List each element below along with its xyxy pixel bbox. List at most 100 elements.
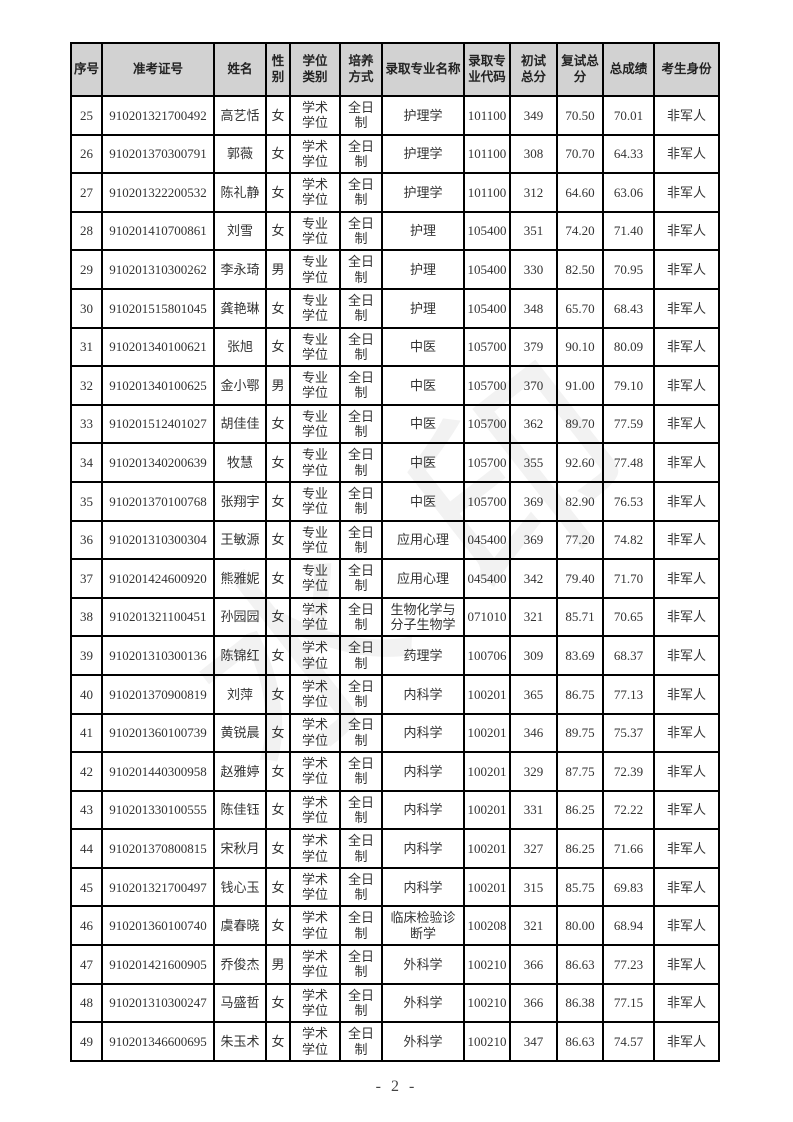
cell-gender: 女 xyxy=(265,982,291,1024)
table-row: 41 910201360100739 黄锐晨女学术 学位 全日 制内科学 100201 3… xyxy=(70,712,720,754)
cell-major_name: 中医 xyxy=(381,442,465,483)
cell-ticket_no: 910201360100739 xyxy=(101,712,215,754)
cell-initial_score: 355 xyxy=(509,442,558,483)
cell-gender: 女 xyxy=(265,95,291,136)
cell-major_name: 外科学 xyxy=(381,982,465,1024)
cell-retest_score: 70.50 xyxy=(556,95,604,136)
cell-name: 刘萍 xyxy=(213,673,267,715)
cell-total_score: 77.15 xyxy=(602,982,655,1024)
cell-initial_score: 349 xyxy=(509,95,558,136)
column-header-identity: 考生身份 xyxy=(653,42,720,97)
cell-initial_score: 329 xyxy=(509,751,558,792)
column-header-major-code: 录取专 业代码 xyxy=(463,42,511,97)
table-row: 32 910201340100625 金小鄂男专业 学位 全日 制中医 105700 37… xyxy=(70,365,720,406)
cell-total_score: 74.82 xyxy=(602,519,655,561)
cell-gender: 女 xyxy=(265,519,291,561)
cell-name: 王敏源 xyxy=(213,519,267,561)
cell-identity: 非军人 xyxy=(653,210,720,252)
cell-initial_score: 331 xyxy=(509,789,558,831)
cell-ticket_no: 910201330100555 xyxy=(101,789,215,831)
cell-major_name: 中医 xyxy=(381,480,465,522)
table-row: 31 910201340100621 张旭女专业 学位 全日 制中医 105700 379… xyxy=(70,326,720,368)
cell-gender: 男 xyxy=(265,944,291,985)
cell-retest_score: 80.00 xyxy=(556,905,604,947)
cell-major_name: 内科学 xyxy=(381,751,465,792)
table-row: 29 910201310300262 李永琦男专业 学位 全日 制护理 105400 33… xyxy=(70,249,720,290)
cell-index: 42 xyxy=(70,751,103,792)
cell-study_mode: 全日 制 xyxy=(339,172,383,213)
cell-major_name: 中医 xyxy=(381,326,465,368)
cell-identity: 非军人 xyxy=(653,673,720,715)
cell-gender: 女 xyxy=(265,480,291,522)
cell-identity: 非军人 xyxy=(653,789,720,831)
cell-ticket_no: 910201321100451 xyxy=(101,596,215,638)
cell-ticket_no: 910201310300136 xyxy=(101,635,215,676)
cell-major_code: 105400 xyxy=(463,210,511,252)
column-header-name: 姓名 xyxy=(213,42,267,97)
cell-total_score: 68.43 xyxy=(602,287,655,329)
table-row: 27 910201322200532 陈礼静女学术 学位 全日 制护理学 101100 3… xyxy=(70,172,720,213)
cell-identity: 非军人 xyxy=(653,326,720,368)
cell-gender: 女 xyxy=(265,866,291,908)
cell-ticket_no: 910201410700861 xyxy=(101,210,215,252)
cell-retest_score: 79.40 xyxy=(556,558,604,599)
cell-index: 48 xyxy=(70,982,103,1024)
cell-major_code: 101100 xyxy=(463,133,511,175)
cell-study_mode: 全日 制 xyxy=(339,751,383,792)
cell-total_score: 71.40 xyxy=(602,210,655,252)
cell-retest_score: 91.00 xyxy=(556,365,604,406)
cell-major_name: 药理学 xyxy=(381,635,465,676)
cell-initial_score: 369 xyxy=(509,519,558,561)
cell-identity: 非军人 xyxy=(653,596,720,638)
cell-name: 熊雅妮 xyxy=(213,558,267,599)
cell-initial_score: 342 xyxy=(509,558,558,599)
cell-degree_type: 学术 学位 xyxy=(289,751,341,792)
column-header-ticket-no: 准考证号 xyxy=(101,42,215,97)
cell-name: 张翔宇 xyxy=(213,480,267,522)
cell-ticket_no: 910201360100740 xyxy=(101,905,215,947)
cell-initial_score: 366 xyxy=(509,982,558,1024)
cell-name: 牧慧 xyxy=(213,442,267,483)
cell-retest_score: 85.71 xyxy=(556,596,604,638)
cell-name: 高艺恬 xyxy=(213,95,267,136)
cell-major_code: 105700 xyxy=(463,480,511,522)
cell-major_code: 100201 xyxy=(463,866,511,908)
table-row: 45 910201321700497 钱心玉女学术 学位 全日 制内科学 100201 3… xyxy=(70,866,720,908)
cell-degree_type: 学术 学位 xyxy=(289,866,341,908)
cell-retest_score: 89.70 xyxy=(556,403,604,445)
cell-identity: 非军人 xyxy=(653,866,720,908)
cell-gender: 女 xyxy=(265,635,291,676)
cell-name: 宋秋月 xyxy=(213,828,267,869)
cell-major_code: 045400 xyxy=(463,558,511,599)
admission-results-table: 序号 准考证号 姓名 性 别 学位 类别 培养 方式 录取专业名称 录取专 业代… xyxy=(70,42,720,1062)
cell-name: 赵雅婷 xyxy=(213,751,267,792)
cell-gender: 女 xyxy=(265,751,291,792)
cell-initial_score: 312 xyxy=(509,172,558,213)
cell-major_code: 100210 xyxy=(463,944,511,985)
cell-major_name: 临床检验诊断学 xyxy=(381,905,465,947)
column-header-degree-type: 学位 类别 xyxy=(289,42,341,97)
cell-retest_score: 86.25 xyxy=(556,828,604,869)
cell-total_score: 69.83 xyxy=(602,866,655,908)
cell-major_code: 101100 xyxy=(463,172,511,213)
cell-major_name: 中医 xyxy=(381,403,465,445)
cell-index: 47 xyxy=(70,944,103,985)
cell-ticket_no: 910201310300304 xyxy=(101,519,215,561)
cell-total_score: 68.37 xyxy=(602,635,655,676)
cell-initial_score: 327 xyxy=(509,828,558,869)
cell-total_score: 77.13 xyxy=(602,673,655,715)
cell-ticket_no: 910201424600920 xyxy=(101,558,215,599)
cell-name: 郭薇 xyxy=(213,133,267,175)
cell-gender: 男 xyxy=(265,365,291,406)
cell-degree_type: 专业 学位 xyxy=(289,403,341,445)
cell-gender: 女 xyxy=(265,172,291,213)
cell-gender: 女 xyxy=(265,287,291,329)
cell-total_score: 77.23 xyxy=(602,944,655,985)
cell-index: 29 xyxy=(70,249,103,290)
cell-major_name: 内科学 xyxy=(381,673,465,715)
cell-degree_type: 专业 学位 xyxy=(289,519,341,561)
cell-index: 45 xyxy=(70,866,103,908)
cell-degree_type: 专业 学位 xyxy=(289,326,341,368)
cell-retest_score: 77.20 xyxy=(556,519,604,561)
cell-major_code: 071010 xyxy=(463,596,511,638)
